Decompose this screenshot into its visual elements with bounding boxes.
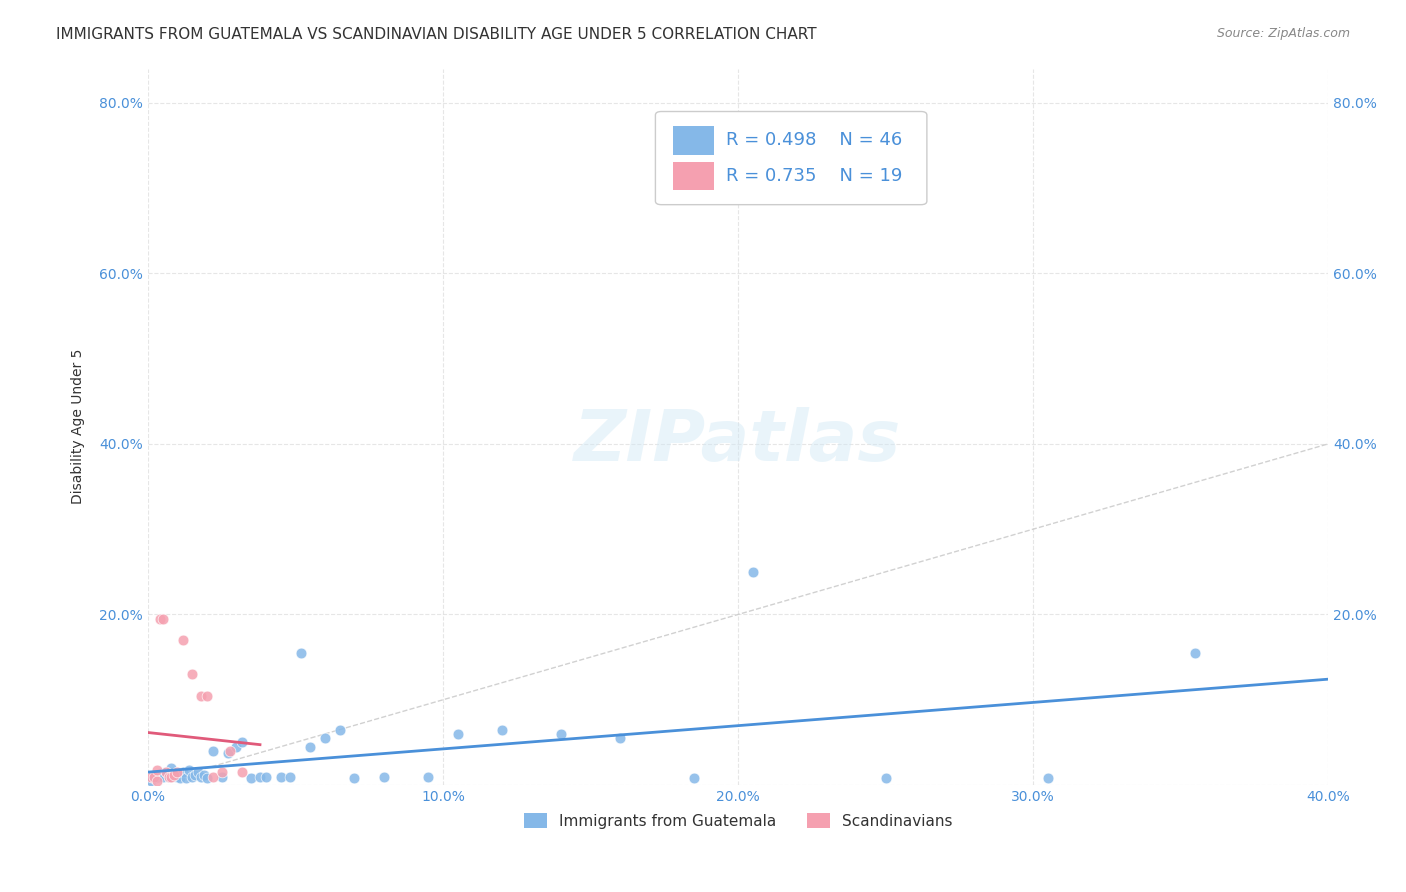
Point (278, 770, 301, 784)
Point (181, 667, 204, 681)
Point (160, 761, 183, 775)
Point (169, 771, 191, 785)
Point (155, 765, 177, 780)
Point (166, 770, 188, 784)
FancyBboxPatch shape (673, 126, 714, 154)
Point (163, 768, 186, 782)
Point (184, 768, 207, 782)
Point (290, 646, 312, 660)
FancyBboxPatch shape (655, 112, 927, 204)
Point (145, 763, 167, 777)
Point (157, 770, 180, 784)
Point (1184, 646, 1206, 660)
Point (249, 770, 271, 784)
Point (1036, 771, 1059, 785)
Point (163, 768, 186, 782)
FancyBboxPatch shape (673, 161, 714, 190)
Y-axis label: Disability Age Under 5: Disability Age Under 5 (72, 349, 86, 505)
Point (149, 768, 172, 782)
Point (329, 723, 352, 737)
Text: R = 0.735    N = 19: R = 0.735 N = 19 (727, 167, 903, 185)
Point (139, 770, 162, 784)
Point (225, 739, 247, 754)
Point (219, 744, 242, 758)
Point (491, 723, 513, 737)
Text: Source: ZipAtlas.com: Source: ZipAtlas.com (1216, 27, 1350, 40)
Point (201, 744, 224, 758)
Point (152, 770, 174, 784)
Point (609, 731, 631, 746)
Point (447, 727, 470, 741)
Point (201, 770, 224, 784)
Point (193, 768, 215, 782)
Point (211, 765, 233, 780)
Point (142, 770, 165, 784)
Point (181, 770, 204, 784)
Point (157, 770, 180, 784)
Point (145, 773, 167, 788)
Point (174, 771, 197, 785)
Point (166, 765, 188, 780)
Text: IMMIGRANTS FROM GUATEMALA VS SCANDINAVIAN DISABILITY AGE UNDER 5 CORRELATION CHA: IMMIGRANTS FROM GUATEMALA VS SCANDINAVIA… (56, 27, 817, 42)
Point (211, 770, 233, 784)
Point (195, 689, 218, 703)
Text: R = 0.498    N = 46: R = 0.498 N = 46 (727, 131, 903, 149)
Point (231, 765, 253, 780)
Point (152, 612, 174, 626)
Point (270, 770, 292, 784)
Point (190, 770, 212, 784)
Point (550, 727, 572, 741)
Point (217, 746, 239, 760)
Point (373, 770, 395, 784)
Text: ZIPatlas: ZIPatlas (574, 407, 901, 475)
Point (343, 771, 366, 785)
Point (299, 739, 322, 754)
Point (145, 770, 167, 784)
Point (179, 763, 201, 777)
Point (139, 773, 162, 788)
Point (190, 689, 212, 703)
Point (172, 633, 194, 648)
Point (875, 771, 897, 785)
Point (254, 770, 277, 784)
Point (314, 731, 336, 746)
Point (187, 765, 209, 780)
Point (155, 765, 177, 780)
Point (195, 771, 218, 785)
Legend: Immigrants from Guatemala, Scandinavians: Immigrants from Guatemala, Scandinavians (517, 806, 959, 835)
Point (240, 771, 263, 785)
Point (741, 565, 763, 579)
Point (418, 770, 440, 784)
Point (149, 612, 172, 626)
Point (682, 771, 704, 785)
Point (172, 765, 194, 780)
Point (231, 735, 253, 749)
Point (160, 770, 183, 784)
Point (142, 771, 165, 785)
